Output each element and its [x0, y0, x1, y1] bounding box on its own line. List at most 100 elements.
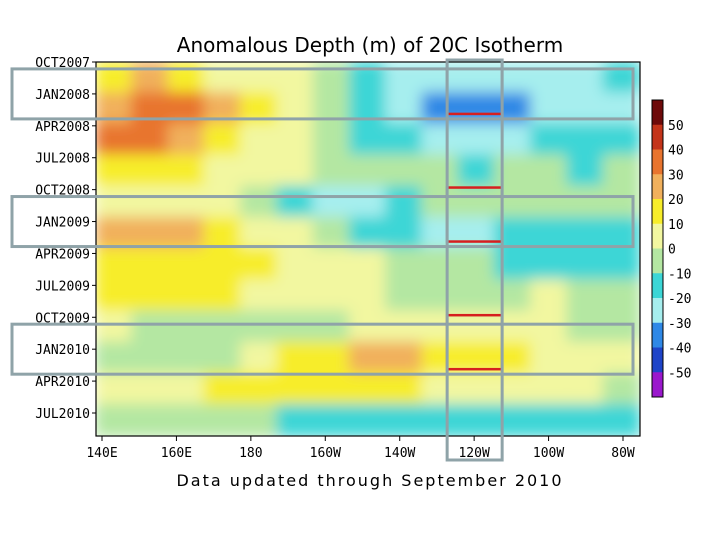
- heatmap-cell: [348, 341, 388, 375]
- heatmap-cell: [240, 185, 279, 219]
- heatmap-cell: [312, 279, 351, 313]
- y-tick-label: OCT2008: [35, 184, 90, 199]
- heatmap-cell: [276, 279, 315, 313]
- heatmap-cell: [203, 62, 243, 95]
- heatmap-cell: [566, 248, 605, 282]
- heatmap-cell: [203, 185, 243, 219]
- heatmap-cell: [421, 403, 460, 436]
- colorbar-label: -50: [668, 366, 691, 381]
- x-tick-label: 140W: [384, 446, 415, 461]
- heatmap-cell: [131, 341, 170, 375]
- heatmap-field: [96, 62, 640, 436]
- highlight-band: [10, 67, 635, 121]
- heatmap-cell: [240, 248, 279, 282]
- heatmap-cell: [131, 279, 170, 313]
- heatmap-cell: [240, 279, 279, 313]
- colorbar-label: 40: [668, 144, 684, 159]
- heatmap-cell: [96, 403, 134, 436]
- heatmap-cell: [457, 403, 496, 436]
- heatmap-cell: [421, 279, 460, 313]
- heatmap-cell: [493, 185, 533, 219]
- colorbar-swatch: [652, 347, 663, 373]
- x-tick-label: 100W: [533, 446, 564, 461]
- heatmap-cell: [131, 216, 170, 250]
- heatmap-cell: [167, 248, 206, 282]
- heatmap-cell: [203, 123, 243, 157]
- colorbar-frame: [651, 99, 664, 398]
- heatmap-cell: [602, 123, 640, 157]
- colorbar-label: -40: [668, 342, 691, 357]
- heatmap-cell: [493, 403, 533, 436]
- heatmap-cell: [276, 248, 315, 282]
- heatmap-cell: [530, 341, 569, 375]
- heatmap-cell: [530, 279, 569, 313]
- colorbar-label: 30: [668, 168, 684, 183]
- highlight-band: [10, 195, 635, 249]
- heatmap-cell: [457, 62, 496, 95]
- colorbar-label: -10: [668, 267, 691, 282]
- heatmap-cell: [421, 248, 460, 282]
- heatmap-cell: [530, 403, 569, 436]
- y-tick-label: JUL2009: [35, 279, 90, 294]
- heatmap-cell: [566, 403, 605, 436]
- heatmap-cell: [167, 123, 206, 157]
- heatmap-cell: [566, 341, 605, 375]
- heatmap-cell: [312, 216, 351, 250]
- heatmap-cell: [566, 62, 605, 95]
- colorbar-label: 20: [668, 193, 684, 208]
- heatmap-cell: [385, 185, 424, 219]
- heatmap-cell: [240, 216, 279, 250]
- heatmap-cell: [566, 123, 605, 157]
- colorbar-swatch: [652, 273, 663, 299]
- y-tick-label: APR2009: [35, 247, 90, 262]
- heatmap-cell: [348, 279, 388, 313]
- heatmap-cell: [203, 403, 243, 436]
- heatmap-cell: [385, 216, 424, 250]
- heatmap-cell: [385, 310, 424, 344]
- heatmap-cell: [131, 185, 170, 219]
- x-axis: 140E 160E 180 160W 140W 120W 100W 80W: [86, 436, 635, 461]
- heatmap-cell: [530, 123, 569, 157]
- heatmap-cell: [276, 154, 315, 188]
- heatmap-cell: [493, 248, 533, 282]
- y-tick-label: JAN2010: [35, 343, 90, 358]
- heatmap-cell: [96, 123, 134, 157]
- heatmap-cell: [203, 279, 243, 313]
- heatmap-cell: [457, 279, 496, 313]
- colorbar-swatch: [652, 174, 663, 200]
- y-tick-label: APR2010: [35, 375, 90, 390]
- x-tick-label: 160E: [161, 446, 192, 461]
- heatmap-cell: [96, 372, 134, 406]
- heatmap-cell: [457, 216, 496, 250]
- heatmap-cell: [530, 185, 569, 219]
- heatmap-cell: [276, 216, 315, 250]
- heatmap-cell: [457, 123, 496, 157]
- heatmap-cell: [493, 154, 533, 188]
- heatmap-cell: [167, 310, 206, 344]
- heatmap-cell: [602, 62, 640, 95]
- heatmap-cell: [348, 310, 388, 344]
- y-tick-label: JUL2010: [35, 407, 90, 422]
- colorbar-swatch: [652, 322, 663, 348]
- heatmap-cell: [566, 279, 605, 313]
- heatmap-cell: [240, 341, 279, 375]
- heatmap-cell: [240, 403, 279, 436]
- heatmap-cell: [348, 216, 388, 250]
- heatmap-cell: [530, 216, 569, 250]
- heatmap-cell: [421, 372, 460, 406]
- heatmap-cell: [167, 279, 206, 313]
- x-tick-label: 120W: [458, 446, 489, 461]
- y-axis: OCT2007 JAN2008 APR2008 JUL2008 OCT2008 JAN20…: [35, 56, 96, 422]
- heatmap-cell: [203, 216, 243, 250]
- heatmap-cell: [131, 248, 170, 282]
- heatmap-cell: [348, 403, 388, 436]
- heatmap-cell: [131, 123, 170, 157]
- heatmap-cell: [167, 185, 206, 219]
- heatmap-cell: [312, 154, 351, 188]
- heatmap-cell: [385, 154, 424, 188]
- heatmap-cell: [96, 341, 134, 375]
- heatmap-cell: [385, 341, 424, 375]
- heatmap-cell: [167, 341, 206, 375]
- heatmap-cell: [385, 403, 424, 436]
